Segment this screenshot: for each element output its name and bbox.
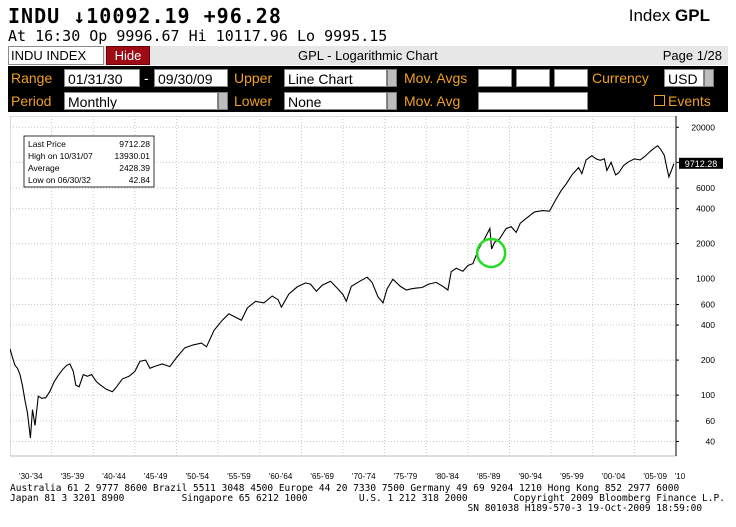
mov-avg-field-3[interactable]: [554, 69, 588, 87]
mov-avg-field-2[interactable]: [516, 69, 550, 87]
y-tick-label: 600: [701, 300, 715, 310]
range-separator: -: [144, 70, 149, 86]
footer-line-3: SN 801038 H189-570-3 19-Oct-2009 18:59:0…: [10, 503, 703, 514]
y-tick-label: 6000: [696, 183, 715, 193]
y-tick-label: 20000: [691, 122, 715, 132]
footer-line-2: Japan 81 3 3201 8900 Singapore 65 6212 1…: [10, 493, 725, 504]
y-tick-label: 200: [701, 355, 715, 365]
upper-dropdown-button[interactable]: [387, 69, 397, 87]
x-tick-label: '70-'74: [352, 472, 376, 481]
x-tick-label: '65-'69: [310, 472, 334, 481]
y-tick-label: 4000: [696, 204, 715, 214]
x-tick-label: '10: [675, 472, 686, 481]
footer-line-1: Australia 61 2 9777 8600 Brazil 5511 304…: [10, 483, 680, 494]
x-tick-label: '00-'04: [602, 472, 626, 481]
security-type: Index: [628, 6, 671, 25]
quote-summary: At 16:30 Op 9996.67 Hi 10117.96 Lo 9995.…: [8, 27, 388, 45]
security-header: INDU ↓10092.19 +96.28: [8, 4, 282, 28]
x-tick-label: '40-'44: [102, 472, 126, 481]
x-tick-label: '50-'54: [186, 472, 210, 481]
events-checkbox-icon[interactable]: [654, 95, 665, 106]
y-tick-label: 60: [706, 416, 716, 426]
y-tick-label: 1000: [696, 274, 715, 284]
mov-avgs-label: Mov. Avgs: [404, 70, 468, 86]
last-price-marker-label: 9712.28: [685, 159, 718, 169]
period-dropdown-button[interactable]: [218, 92, 228, 110]
last-price-marker: 9712.28: [679, 157, 723, 169]
y-tick-label: 40: [706, 436, 716, 446]
stat-average-label: Average: [28, 163, 60, 173]
currency-field[interactable]: USD: [664, 69, 704, 87]
x-tick-label: '75-'79: [394, 472, 418, 481]
settings-panel: Range 01/31/30 - 09/30/09 Upper Line Cha…: [8, 66, 728, 112]
ticker-symbol: INDU: [8, 4, 61, 28]
x-tick-label: '90-'94: [519, 472, 543, 481]
x-tick-label: '80-'84: [435, 472, 459, 481]
stat-low-value: 42.84: [129, 175, 151, 185]
x-tick-label: '45-'49: [144, 472, 168, 481]
y-tick-label: 100: [701, 390, 715, 400]
x-tick-label: '35-'39: [61, 472, 85, 481]
net-change-value: +96.28: [203, 4, 282, 28]
x-tick-label: '95-'99: [560, 472, 584, 481]
stat-high-value: 13930.01: [115, 151, 151, 161]
price-series-line: [10, 144, 675, 439]
currency-label: Currency: [592, 70, 649, 86]
period-label: Period: [11, 93, 52, 109]
stats-legend: Last Price 9712.28 High on 10/31/07 1393…: [23, 135, 155, 188]
currency-dropdown-button[interactable]: [704, 69, 714, 87]
y-tick-label: 400: [701, 320, 715, 330]
events-label: Events: [668, 93, 711, 109]
x-tick-label: '30-'34: [19, 472, 43, 481]
stat-last-price-label: Last Price: [28, 139, 66, 149]
range-label: Range: [11, 70, 53, 86]
x-tick-label: '85-'89: [477, 472, 501, 481]
highlight-circle: [475, 237, 507, 269]
lower-chart-field[interactable]: None: [284, 92, 387, 110]
x-tick-label: '55-'59: [227, 472, 251, 481]
security-field[interactable]: INDU INDEX: [8, 46, 104, 65]
period-field[interactable]: Monthly: [64, 92, 218, 110]
chart-function-title: GPL - Logarithmic Chart: [298, 48, 438, 63]
last-price-value: 10092.19: [86, 4, 191, 28]
x-axis-labels: '30-'34 '35-'39 '40-'44 '45-'49 '50-'54 '55-'…: [19, 472, 686, 481]
log-price-chart[interactable]: 4060100200400600100020004000600010000200…: [10, 116, 730, 482]
y-tick-label: 2000: [696, 239, 715, 249]
x-tick-label: '05-'09: [643, 472, 667, 481]
lower-mov-avg-field[interactable]: [478, 92, 588, 110]
range-start-field[interactable]: 01/31/30: [64, 69, 140, 87]
page-indicator: Page 1/28: [662, 48, 722, 63]
mov-avg-field-1[interactable]: [478, 69, 512, 87]
stat-low-label: Low on 06/30/32: [28, 175, 91, 185]
lower-label: Lower: [234, 93, 273, 109]
lower-dropdown-button[interactable]: [387, 92, 397, 110]
footer-contacts: Australia 61 2 9777 8600 Brazil 5511 304…: [10, 484, 730, 514]
range-end-field[interactable]: 09/30/09: [154, 69, 228, 87]
down-arrow-icon: ↓: [73, 4, 87, 28]
y-axis-labels: 4060100200400600100020004000600010000200…: [691, 122, 715, 446]
upper-chart-field[interactable]: Line Chart: [284, 69, 387, 87]
stat-average-value: 2428.39: [119, 163, 150, 173]
upper-label: Upper: [234, 70, 273, 86]
grid-lines: [10, 116, 679, 456]
stat-high-label: High on 10/31/07: [28, 151, 93, 161]
title-bar: INDU INDEX Hide GPL - Logarithmic Chart …: [8, 46, 728, 65]
stat-last-price-value: 9712.28: [119, 139, 150, 149]
function-header: Index GPL: [629, 6, 710, 26]
mov-avg-label: Mov. Avg: [404, 93, 461, 109]
function-code: GPL: [675, 6, 710, 25]
events-toggle[interactable]: Events: [654, 93, 711, 109]
x-tick-label: '60-'64: [269, 472, 293, 481]
hide-button[interactable]: Hide: [106, 46, 150, 65]
